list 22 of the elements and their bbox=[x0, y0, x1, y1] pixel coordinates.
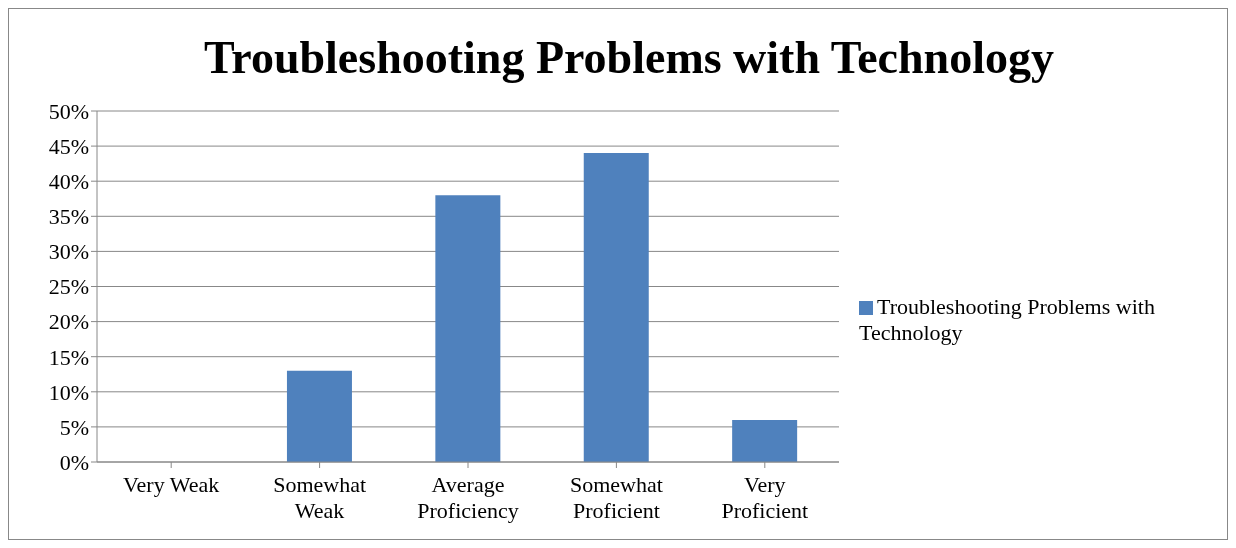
bar bbox=[286, 370, 352, 462]
x-tick-label: Very Weak bbox=[123, 472, 220, 497]
y-tick-label: 50% bbox=[48, 98, 89, 124]
bar bbox=[583, 153, 649, 462]
y-tick-label: 5% bbox=[59, 414, 89, 440]
x-tick-label: Average Proficiency bbox=[417, 472, 519, 523]
x-tick-label: Somewhat Weak bbox=[273, 472, 367, 523]
y-tick-label: 35% bbox=[48, 204, 89, 230]
x-tick-label: Very Proficient bbox=[721, 472, 809, 523]
y-tick-label: 0% bbox=[59, 449, 89, 475]
y-tick-label: 10% bbox=[48, 379, 89, 405]
x-tick-label: Somewhat Proficient bbox=[569, 472, 663, 523]
y-tick-label: 25% bbox=[48, 274, 89, 300]
y-tick-label: 15% bbox=[48, 344, 89, 370]
y-tick-label: 45% bbox=[48, 133, 89, 159]
legend-label: Troubleshooting Problems with Technology bbox=[859, 293, 1155, 345]
y-tick-label: 20% bbox=[48, 309, 89, 335]
chart-title: Troubleshooting Problems with Technology bbox=[203, 31, 1055, 84]
y-tick-label: 30% bbox=[48, 239, 89, 265]
y-tick-label: 40% bbox=[48, 169, 89, 195]
bar bbox=[732, 419, 798, 462]
bar bbox=[435, 195, 501, 462]
